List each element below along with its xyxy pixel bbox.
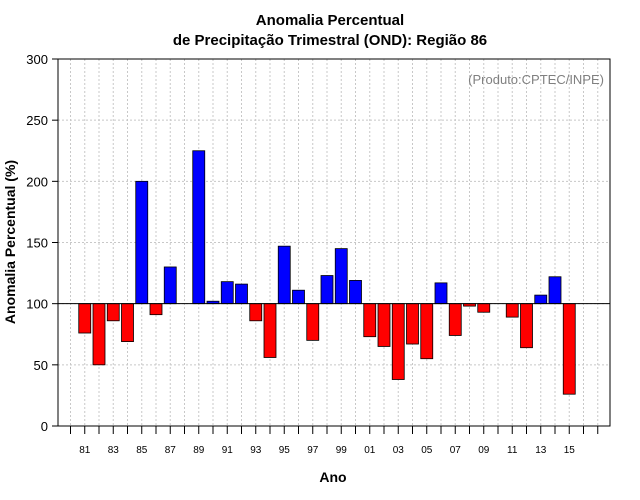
- bar-81: [78, 303, 92, 334]
- bar-07: [448, 303, 462, 336]
- bar-02: [377, 303, 391, 347]
- bar-05: [420, 303, 434, 360]
- y-axis: 0 50 100 150 200 250 300: [26, 52, 58, 434]
- y-tick-label: 0: [41, 419, 48, 434]
- x-tick-label: 09: [478, 445, 490, 456]
- bar-86: [149, 303, 163, 316]
- x-axis-label: Ano: [319, 469, 346, 485]
- bar-96: [292, 289, 305, 305]
- y-tick-label: 150: [26, 236, 48, 251]
- bar-95: [277, 245, 291, 305]
- x-tick-label: 87: [165, 445, 177, 456]
- credit-text: (Produto:CPTEC/INPE): [468, 72, 604, 87]
- y-tick-label: 200: [26, 174, 48, 189]
- y-tick-label: 50: [34, 358, 48, 373]
- chart-title: Anomalia Percentual: [256, 12, 404, 29]
- bar-94: [263, 303, 277, 358]
- bar-04: [406, 303, 419, 345]
- bar-92: [235, 283, 248, 305]
- x-tick-label: 99: [336, 445, 348, 456]
- bar-15: [562, 303, 576, 395]
- bar-01: [363, 303, 377, 338]
- bar-84: [121, 303, 134, 342]
- bar-00: [349, 280, 362, 305]
- x-tick-label: 91: [222, 445, 234, 456]
- x-tick-label: 97: [307, 445, 319, 456]
- x-tick-label: 07: [450, 445, 462, 456]
- y-tick-label: 100: [26, 297, 48, 312]
- bar-89: [192, 150, 206, 305]
- bar-97: [306, 303, 320, 341]
- bar-09: [477, 303, 491, 313]
- x-axis: 81 83 85 87 89 91 93 95 97 99 01 03 05 07 09 11 13 15: [70, 426, 599, 456]
- bar-91: [220, 281, 234, 305]
- bars-layer: [78, 150, 576, 395]
- x-tick-label: 93: [250, 445, 262, 456]
- bar-85: [135, 180, 149, 305]
- x-tick-label: 15: [564, 445, 576, 456]
- bar-12: [520, 303, 533, 349]
- x-tick-label: 01: [364, 445, 376, 456]
- x-tick-label: 95: [279, 445, 291, 456]
- x-tick-label: 11: [507, 445, 518, 456]
- y-tick-label: 250: [26, 113, 48, 128]
- x-tick-label: 05: [421, 445, 433, 456]
- x-tick-label: 81: [79, 445, 91, 456]
- x-tick-label: 83: [108, 445, 120, 456]
- bar-06: [434, 282, 448, 305]
- bar-99: [334, 248, 348, 305]
- x-tick-label: 03: [393, 445, 405, 456]
- x-tick-label: 13: [535, 445, 547, 456]
- bar-82: [92, 303, 106, 366]
- y-tick-label: 300: [26, 52, 48, 67]
- y-axis-label: Anomalia Percentual (%): [2, 160, 18, 324]
- bar-98: [320, 275, 334, 305]
- x-tick-label: 85: [136, 445, 148, 456]
- x-tick-label: 89: [193, 445, 205, 456]
- bar-87: [163, 266, 177, 305]
- bar-13: [534, 294, 548, 305]
- bar-11: [505, 303, 519, 318]
- bar-83: [106, 303, 120, 322]
- bar-93: [249, 303, 263, 322]
- bar-03: [391, 303, 405, 380]
- bar-14: [548, 276, 562, 305]
- chart-subtitle: de Precipitação Trimestral (OND): Região…: [173, 32, 487, 49]
